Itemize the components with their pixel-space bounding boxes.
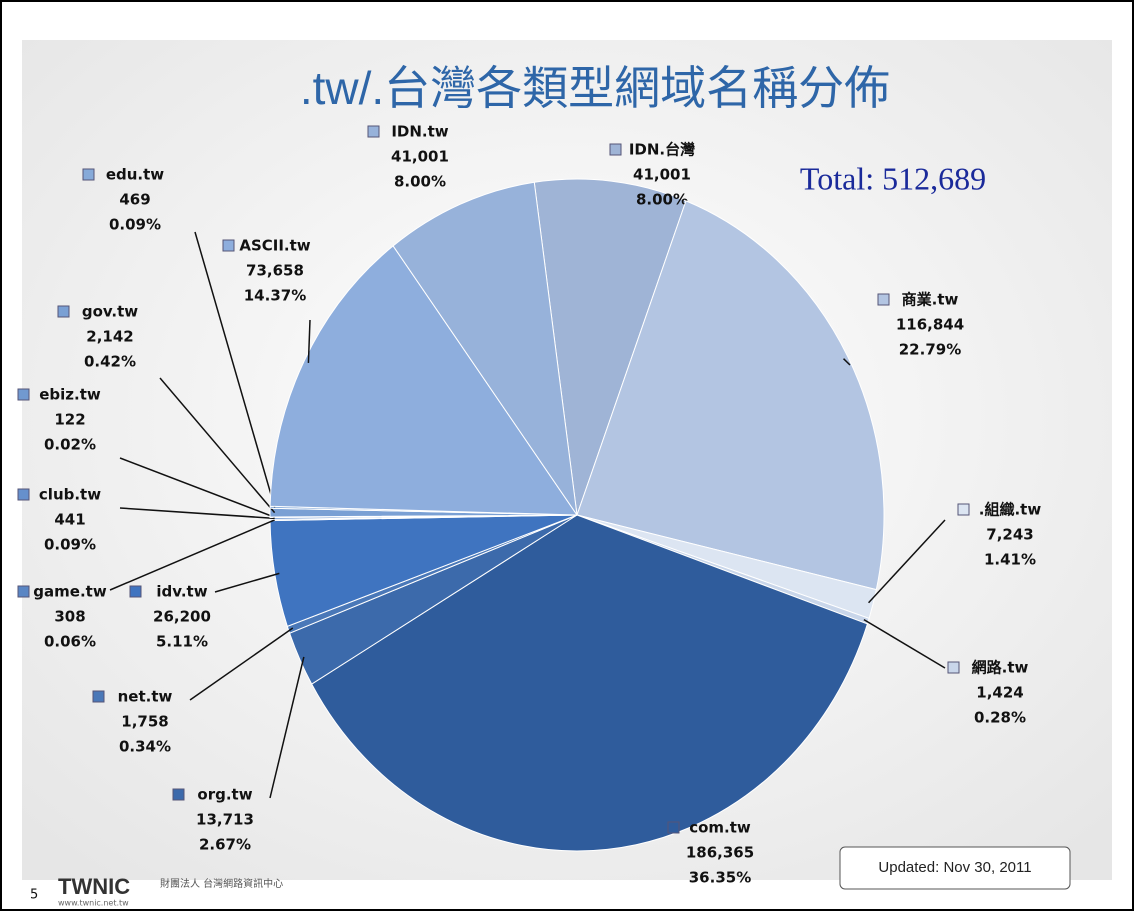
leader-line xyxy=(109,519,275,591)
legend-marker xyxy=(82,168,95,181)
leader-line xyxy=(269,656,305,799)
slice-percent: 0.28% xyxy=(974,709,1026,727)
legend-marker xyxy=(609,143,622,156)
legend-marker xyxy=(92,690,105,703)
slice-percent: 22.79% xyxy=(899,341,961,359)
slice-name: org.tw xyxy=(197,786,252,804)
logo: TWNIC xyxy=(58,874,130,899)
slice-percent: 36.35% xyxy=(689,869,751,887)
leader-line xyxy=(194,231,276,508)
leader-line xyxy=(189,627,294,701)
slice-percent: 5.11% xyxy=(156,633,208,651)
slice-percent: 2.67% xyxy=(199,836,251,854)
legend-marker xyxy=(17,488,30,501)
slice-name: IDN.tw xyxy=(391,123,448,141)
page-number: 5 xyxy=(30,888,38,903)
pie-slice xyxy=(576,200,885,591)
slice-percent: 0.09% xyxy=(44,536,96,554)
slice-value: 308 xyxy=(54,608,85,626)
pie-slice xyxy=(269,245,578,516)
leader-line xyxy=(863,618,946,669)
slice-name: ebiz.tw xyxy=(39,386,101,404)
slice-value: 13,713 xyxy=(196,811,254,829)
legend-marker xyxy=(367,125,380,138)
slice-name: com.tw xyxy=(689,819,751,837)
leader-line xyxy=(307,319,311,363)
slice-value: 1,758 xyxy=(121,713,168,731)
legend-marker xyxy=(17,585,30,598)
slice-value: 73,658 xyxy=(246,262,304,280)
slice-value: 116,844 xyxy=(896,316,964,334)
slice-value: 2,142 xyxy=(86,328,133,346)
slice-name: idv.tw xyxy=(156,583,207,601)
slice-percent: 0.06% xyxy=(44,633,96,651)
slice-value: 186,365 xyxy=(686,844,754,862)
logo-subtitle: 財團法人 台灣網路資訊中心 xyxy=(160,877,283,890)
chart-title: .tw/.台灣各類型網域名稱分佈 xyxy=(300,62,890,114)
slice-name: 網路.tw xyxy=(972,659,1029,677)
slice-name: game.tw xyxy=(33,583,107,601)
total-annotation: Total: 512,689 xyxy=(800,160,986,196)
slice-value: 41,001 xyxy=(391,148,449,166)
slice-name: ASCII.tw xyxy=(239,237,310,255)
legend-marker xyxy=(947,661,960,674)
logo-url: www.twnic.net.tw xyxy=(58,899,129,908)
slice-value: 26,200 xyxy=(153,608,211,626)
slice-name: gov.tw xyxy=(82,303,138,321)
slice-name: 商業.tw xyxy=(902,291,959,309)
legend-marker xyxy=(222,239,235,252)
slice-percent: 1.41% xyxy=(984,551,1036,569)
leader-line xyxy=(843,358,851,366)
slice-percent: 0.42% xyxy=(84,353,136,371)
slice-percent: 8.00% xyxy=(636,191,688,209)
leader-line xyxy=(214,572,280,593)
slice-value: 7,243 xyxy=(986,526,1033,544)
slice-name: net.tw xyxy=(118,688,173,706)
slice-name: edu.tw xyxy=(106,166,164,184)
slice-value: 1,424 xyxy=(976,684,1023,702)
legend-marker xyxy=(17,388,30,401)
legend-marker xyxy=(877,293,890,306)
slice-percent: 0.34% xyxy=(119,738,171,756)
slice-name: club.tw xyxy=(39,486,101,504)
slice-percent: 0.09% xyxy=(109,216,161,234)
updated-box xyxy=(839,846,1071,890)
leader-line xyxy=(119,507,275,520)
slice-percent: 0.02% xyxy=(44,436,96,454)
pie-slice xyxy=(392,181,578,516)
updated-note: Updated: Nov 30, 2011 xyxy=(878,859,1031,876)
leader-line xyxy=(119,457,275,518)
legend-marker xyxy=(129,585,142,598)
pie-slice xyxy=(533,178,687,516)
slice-value: 469 xyxy=(119,191,150,209)
slice-name: IDN.台灣 xyxy=(629,141,695,159)
leader-line xyxy=(159,377,276,514)
slice-percent: 14.37% xyxy=(244,287,306,305)
legend-marker xyxy=(957,503,970,516)
leader-line xyxy=(868,519,946,604)
pie-slice xyxy=(311,514,869,852)
legend-marker xyxy=(172,788,185,801)
slice-name: .組織.tw xyxy=(979,501,1042,519)
slice-percent: 8.00% xyxy=(394,173,446,191)
slice-value: 122 xyxy=(54,411,85,429)
slice-value: 441 xyxy=(54,511,85,529)
legend-marker xyxy=(667,821,680,834)
legend-marker xyxy=(57,305,70,318)
slice-value: 41,001 xyxy=(633,166,691,184)
